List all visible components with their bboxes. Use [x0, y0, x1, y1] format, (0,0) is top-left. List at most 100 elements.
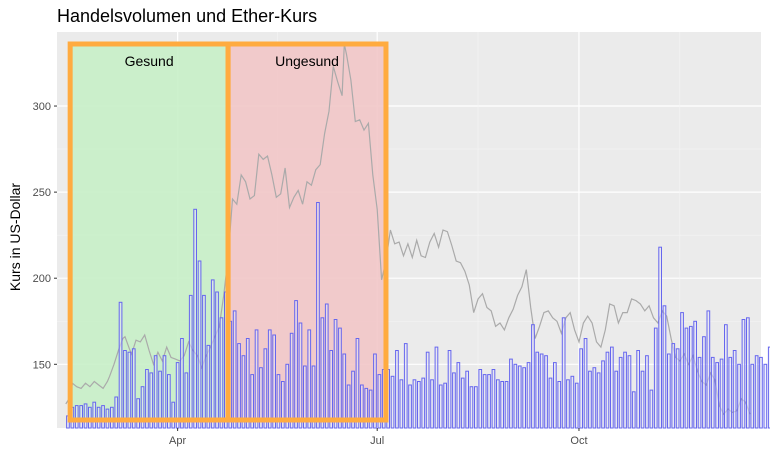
volume-bar — [232, 310, 237, 429]
volume-bar — [513, 363, 518, 429]
volume-bar — [474, 386, 478, 429]
volume-bar — [592, 367, 597, 429]
x-tick-label: Jul — [370, 435, 384, 447]
volume-bar — [434, 346, 439, 429]
volume-bar — [123, 350, 127, 429]
volume-bar — [92, 401, 97, 429]
volume-bar — [351, 370, 355, 429]
volume-bar — [465, 370, 469, 429]
volume-bar — [741, 319, 746, 429]
x-tick-label: Apr — [169, 435, 186, 447]
volume-bar — [364, 387, 369, 429]
volume-bar — [316, 202, 320, 429]
volume-bar — [425, 351, 430, 429]
volume-bar — [267, 329, 272, 429]
volume-bar — [610, 346, 614, 429]
volume-bar — [193, 208, 198, 429]
volume-bar — [131, 348, 136, 429]
y-tick-label: 150 — [33, 359, 51, 371]
volume-bar — [522, 367, 526, 429]
volume-bar — [171, 401, 176, 429]
volume-bar — [210, 279, 215, 429]
volume-bar — [197, 260, 202, 429]
volume-bar — [675, 348, 680, 429]
volume-bar — [487, 374, 491, 429]
volume-bar — [601, 360, 605, 429]
volume-bar — [482, 374, 487, 429]
volume-bar — [496, 379, 500, 429]
volume-bar — [732, 350, 737, 429]
volume-bar — [557, 381, 562, 429]
volume-bar — [746, 317, 750, 429]
volume-bar — [338, 327, 342, 429]
volume-bar — [140, 386, 145, 429]
volume-bar — [570, 375, 575, 429]
volume-bar — [627, 355, 632, 429]
volume-bar — [596, 372, 601, 429]
volume-bar — [294, 300, 298, 429]
volume-bar — [390, 375, 395, 429]
volume-bars — [66, 202, 770, 429]
price-line — [65, 43, 751, 416]
volume-bar — [649, 389, 654, 429]
volume-bar — [544, 355, 548, 429]
volume-bar — [408, 384, 412, 429]
volume-bar — [645, 355, 649, 429]
volume-bar — [421, 377, 426, 429]
volume-bar — [79, 405, 84, 429]
x-axis: AprJulOctJan — [169, 428, 588, 447]
volume-bar — [412, 379, 417, 429]
volume-bar — [715, 362, 719, 429]
volume-bar — [162, 355, 167, 429]
volume-bar — [737, 363, 741, 429]
y-axis-label: Kurs in US-Dollar — [7, 183, 23, 291]
volume-bar — [469, 386, 474, 429]
volume-bar — [553, 362, 557, 429]
price-series — [65, 43, 751, 416]
volume-bar — [215, 291, 219, 429]
volume-bar — [447, 350, 452, 429]
volume-bar — [750, 363, 755, 429]
volume-bar — [324, 303, 329, 429]
volume-bar — [254, 329, 259, 429]
y-axis: 150 200 250 300 — [33, 101, 57, 371]
volume-bar — [684, 327, 689, 429]
volume-bar — [640, 370, 645, 429]
volume-bar — [206, 344, 211, 429]
volume-bar — [636, 350, 640, 429]
volume-bar — [241, 355, 246, 429]
volume-bar — [456, 362, 461, 429]
volume-bar — [535, 351, 540, 429]
y-tick-label: 250 — [33, 187, 51, 199]
volume-bar — [702, 336, 706, 429]
volume-bar — [329, 350, 333, 429]
volume-bar — [631, 391, 636, 429]
volume-bar — [333, 319, 338, 429]
annotation-regions — [70, 44, 386, 420]
volume-bar — [680, 312, 684, 429]
volume-bar — [618, 356, 623, 429]
volume-bar — [671, 343, 676, 429]
volume-bar — [430, 379, 434, 429]
volume-bar — [320, 317, 325, 429]
volume-bar — [158, 370, 162, 429]
volume-bar — [136, 398, 141, 429]
volume-bar — [531, 324, 535, 429]
volume-bar — [127, 351, 132, 429]
volume-bar — [614, 370, 619, 429]
volume-bar — [289, 332, 294, 429]
volume-bar — [276, 374, 281, 429]
volume-bar — [574, 382, 579, 429]
volume-bar — [342, 353, 347, 429]
volume-bar — [667, 353, 671, 429]
volume-bar — [561, 317, 566, 429]
volume-bar — [303, 365, 307, 429]
volume-bar — [399, 379, 404, 429]
volume-bar — [438, 384, 443, 429]
volume-bar — [566, 379, 570, 429]
volume-bar — [285, 363, 290, 429]
volume-bar — [623, 351, 627, 429]
volume-bar — [355, 338, 360, 429]
volume-bar — [259, 367, 263, 429]
